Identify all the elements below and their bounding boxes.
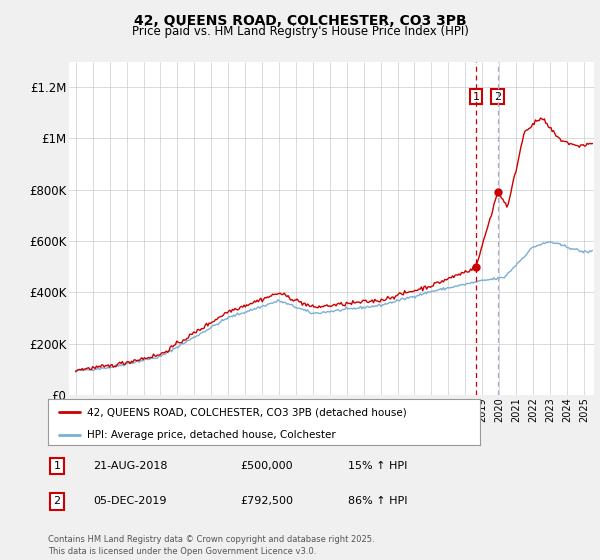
Text: 1: 1: [53, 461, 61, 471]
Text: HPI: Average price, detached house, Colchester: HPI: Average price, detached house, Colc…: [87, 430, 335, 440]
Text: 05-DEC-2019: 05-DEC-2019: [93, 496, 167, 506]
Text: 2: 2: [53, 496, 61, 506]
Text: 15% ↑ HPI: 15% ↑ HPI: [348, 461, 407, 471]
Text: Contains HM Land Registry data © Crown copyright and database right 2025.
This d: Contains HM Land Registry data © Crown c…: [48, 535, 374, 556]
Text: 86% ↑ HPI: 86% ↑ HPI: [348, 496, 407, 506]
Text: 42, QUEENS ROAD, COLCHESTER, CO3 3PB (detached house): 42, QUEENS ROAD, COLCHESTER, CO3 3PB (de…: [87, 407, 407, 417]
Text: 2: 2: [494, 92, 502, 101]
Text: £792,500: £792,500: [240, 496, 293, 506]
Text: Price paid vs. HM Land Registry's House Price Index (HPI): Price paid vs. HM Land Registry's House …: [131, 25, 469, 38]
Text: 1: 1: [473, 92, 479, 101]
Text: 42, QUEENS ROAD, COLCHESTER, CO3 3PB: 42, QUEENS ROAD, COLCHESTER, CO3 3PB: [134, 14, 466, 28]
Text: 21-AUG-2018: 21-AUG-2018: [93, 461, 167, 471]
Text: £500,000: £500,000: [240, 461, 293, 471]
